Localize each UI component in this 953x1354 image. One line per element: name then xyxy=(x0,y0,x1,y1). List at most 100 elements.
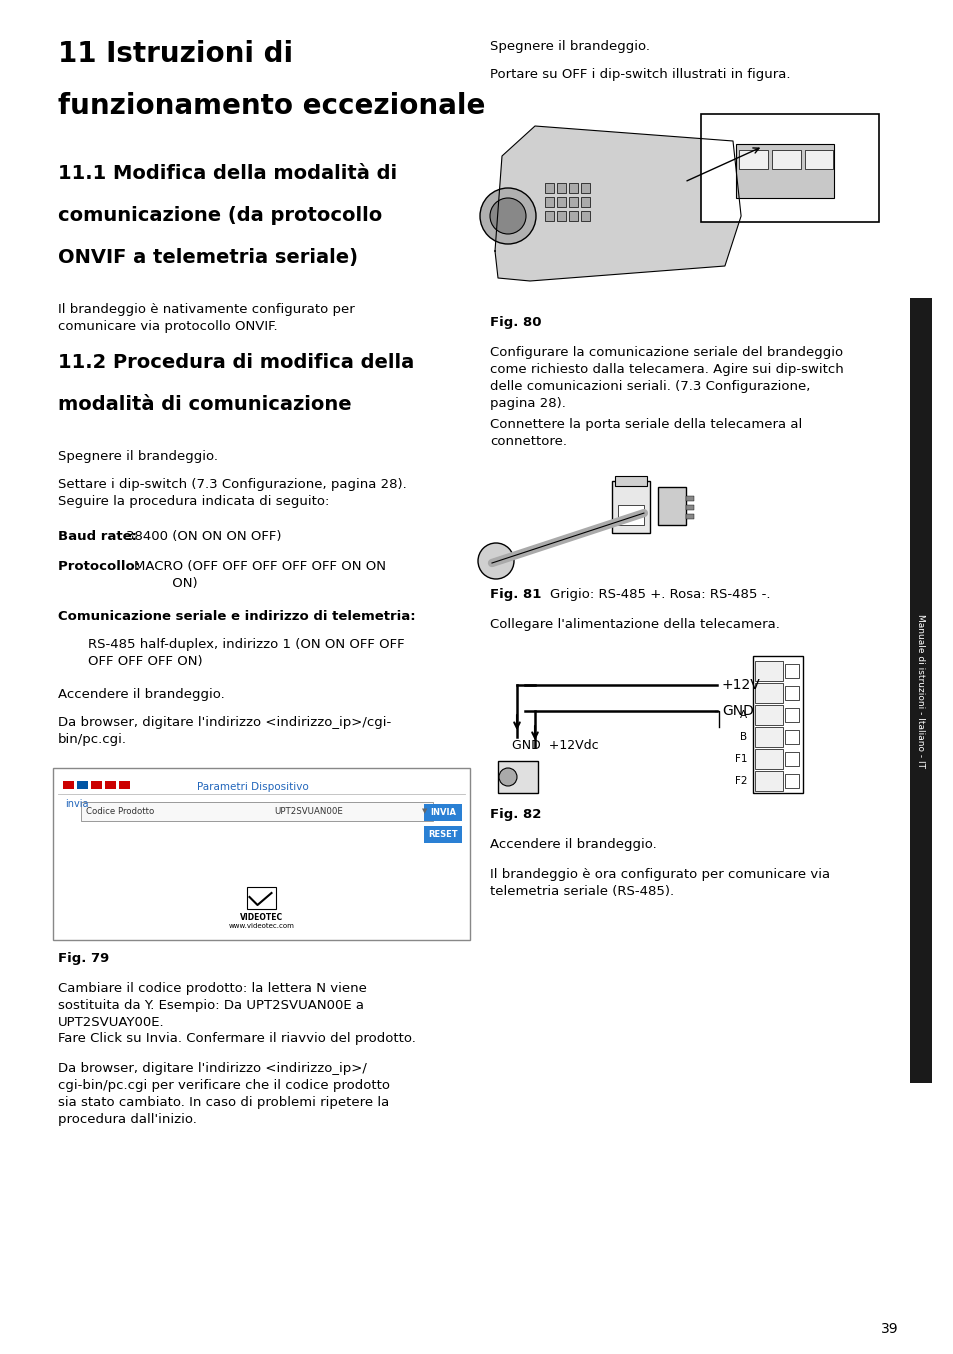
Text: Portare su OFF i dip-switch illustrati in figura.: Portare su OFF i dip-switch illustrati i… xyxy=(490,68,790,81)
Text: A: A xyxy=(740,709,746,719)
Bar xyxy=(81,802,433,821)
Bar xyxy=(685,515,693,519)
Text: Fare Click su Invia. Confermare il riavvio del prodotto.: Fare Click su Invia. Confermare il riavv… xyxy=(58,1032,416,1045)
Bar xyxy=(611,481,649,533)
Bar xyxy=(784,708,799,722)
Bar xyxy=(497,761,537,793)
Text: Fig. 81: Fig. 81 xyxy=(490,588,540,601)
Text: Da browser, digitare l'indirizzo <indirizzo_ip>/
cgi-bin/pc.cgi per verificare c: Da browser, digitare l'indirizzo <indiri… xyxy=(58,1062,390,1127)
Bar xyxy=(247,887,275,909)
Bar xyxy=(490,653,894,798)
Text: Connettere la porta seriale della telecamera al
connettore.: Connettere la porta seriale della teleca… xyxy=(490,418,801,448)
Text: Cambiare il codice prodotto: la lettera N viene
sostituita da Y. Esempio: Da UPT: Cambiare il codice prodotto: la lettera … xyxy=(58,982,367,1029)
Bar xyxy=(423,804,461,821)
Text: Il brandeggio è ora configurato per comunicare via
telemetria seriale (RS-485).: Il brandeggio è ora configurato per comu… xyxy=(490,868,829,898)
Text: Comunicazione seriale e indirizzo di telemetria:: Comunicazione seriale e indirizzo di tel… xyxy=(58,611,416,623)
Text: GND  +12Vdc: GND +12Vdc xyxy=(512,739,598,751)
Bar xyxy=(753,655,802,793)
Bar xyxy=(685,496,693,501)
Text: 11 Istruzioni di: 11 Istruzioni di xyxy=(58,41,293,68)
Text: Il brandeggio è nativamente configurato per
comunicare via protocollo ONVIF.: Il brandeggio è nativamente configurato … xyxy=(58,303,355,333)
Bar xyxy=(490,460,894,578)
Bar xyxy=(568,183,578,194)
Text: B: B xyxy=(740,731,746,742)
Bar xyxy=(784,773,799,788)
Bar xyxy=(544,196,554,207)
Bar xyxy=(909,298,931,1083)
Bar xyxy=(557,196,565,207)
Text: www.videotec.com: www.videotec.com xyxy=(229,923,294,929)
Bar xyxy=(685,505,693,510)
Bar xyxy=(568,211,578,221)
Text: Accendere il brandeggio.: Accendere il brandeggio. xyxy=(58,688,225,701)
Bar xyxy=(755,704,782,724)
Bar xyxy=(105,781,116,789)
Text: 11.2 Procedura di modifica della: 11.2 Procedura di modifica della xyxy=(58,353,414,372)
Bar xyxy=(544,183,554,194)
Bar xyxy=(91,781,102,789)
Bar xyxy=(63,781,74,789)
Circle shape xyxy=(490,198,525,234)
Text: Grigio: RS-485 +. Rosa: RS-485 -.: Grigio: RS-485 +. Rosa: RS-485 -. xyxy=(550,588,770,601)
Text: 38400 (ON ON ON OFF): 38400 (ON ON ON OFF) xyxy=(126,529,281,543)
Bar xyxy=(755,727,782,746)
Bar xyxy=(755,749,782,769)
Bar xyxy=(53,768,470,940)
Bar xyxy=(580,183,589,194)
Text: Configurare la comunicazione seriale del brandeggio
come richiesto dalla telecam: Configurare la comunicazione seriale del… xyxy=(490,347,842,410)
Text: Fig. 80: Fig. 80 xyxy=(490,315,541,329)
Bar xyxy=(755,770,782,791)
Text: Codice Prodotto: Codice Prodotto xyxy=(86,807,154,816)
Circle shape xyxy=(477,543,514,580)
Bar xyxy=(784,663,799,677)
Circle shape xyxy=(498,768,517,787)
Bar xyxy=(784,730,799,743)
Bar xyxy=(784,751,799,765)
Text: Spegnere il brandeggio.: Spegnere il brandeggio. xyxy=(490,41,649,53)
Text: Settare i dip-switch (7.3 Configurazione, pagina 28).
Seguire la procedura indic: Settare i dip-switch (7.3 Configurazione… xyxy=(58,478,406,508)
Text: UPT2SVUAN00E: UPT2SVUAN00E xyxy=(274,807,343,816)
Bar xyxy=(617,505,643,525)
Text: Spegnere il brandeggio.: Spegnere il brandeggio. xyxy=(58,450,218,463)
Bar xyxy=(657,487,685,525)
Text: 39: 39 xyxy=(881,1322,898,1336)
Bar xyxy=(557,211,565,221)
Bar xyxy=(544,211,554,221)
Bar xyxy=(614,477,646,486)
Bar xyxy=(77,781,88,789)
Bar xyxy=(557,183,565,194)
Text: Accendere il brandeggio.: Accendere il brandeggio. xyxy=(490,838,656,852)
Bar xyxy=(568,196,578,207)
Bar xyxy=(784,685,799,700)
Text: comunicazione (da protocollo: comunicazione (da protocollo xyxy=(58,206,382,225)
Text: ONVIF a telemetria seriale): ONVIF a telemetria seriale) xyxy=(58,248,357,267)
Text: Collegare l'alimentazione della telecamera.: Collegare l'alimentazione della telecame… xyxy=(490,617,779,631)
Text: Protocollo:: Protocollo: xyxy=(58,561,145,573)
Bar xyxy=(580,211,589,221)
Circle shape xyxy=(479,188,536,244)
Text: ▼: ▼ xyxy=(422,808,427,815)
Text: invia: invia xyxy=(65,799,89,808)
Text: F2: F2 xyxy=(734,776,746,785)
Bar xyxy=(755,661,782,681)
Text: Fig. 79: Fig. 79 xyxy=(58,952,110,965)
Text: GND: GND xyxy=(721,704,753,718)
Text: F1: F1 xyxy=(734,753,746,764)
Text: Manuale di istruzioni - Italiano - IT: Manuale di istruzioni - Italiano - IT xyxy=(916,613,924,768)
Text: RS-485 half-duplex, indirizzo 1 (ON ON OFF OFF
OFF OFF OFF ON): RS-485 half-duplex, indirizzo 1 (ON ON O… xyxy=(88,638,404,668)
Text: Parametri Dispositivo: Parametri Dispositivo xyxy=(197,783,309,792)
Bar xyxy=(803,150,832,168)
Bar xyxy=(423,826,461,844)
Polygon shape xyxy=(495,126,740,282)
Text: modalità di comunicazione: modalità di comunicazione xyxy=(58,395,352,414)
Bar xyxy=(580,196,589,207)
Text: INVIA: INVIA xyxy=(430,808,456,816)
Text: Fig. 82: Fig. 82 xyxy=(490,808,540,821)
Bar xyxy=(736,145,833,198)
Text: Da browser, digitare l'indirizzo <indirizzo_ip>/cgi-
bin/pc.cgi.: Da browser, digitare l'indirizzo <indiri… xyxy=(58,716,391,746)
Text: 11.1 Modifica della modalità di: 11.1 Modifica della modalità di xyxy=(58,164,396,183)
Text: MACRO (OFF OFF OFF OFF OFF ON ON
         ON): MACRO (OFF OFF OFF OFF OFF ON ON ON) xyxy=(133,561,386,590)
Text: funzionamento eccezionale: funzionamento eccezionale xyxy=(58,92,485,121)
Text: +12V: +12V xyxy=(721,678,760,692)
Text: VIDEOTEC: VIDEOTEC xyxy=(240,913,283,922)
